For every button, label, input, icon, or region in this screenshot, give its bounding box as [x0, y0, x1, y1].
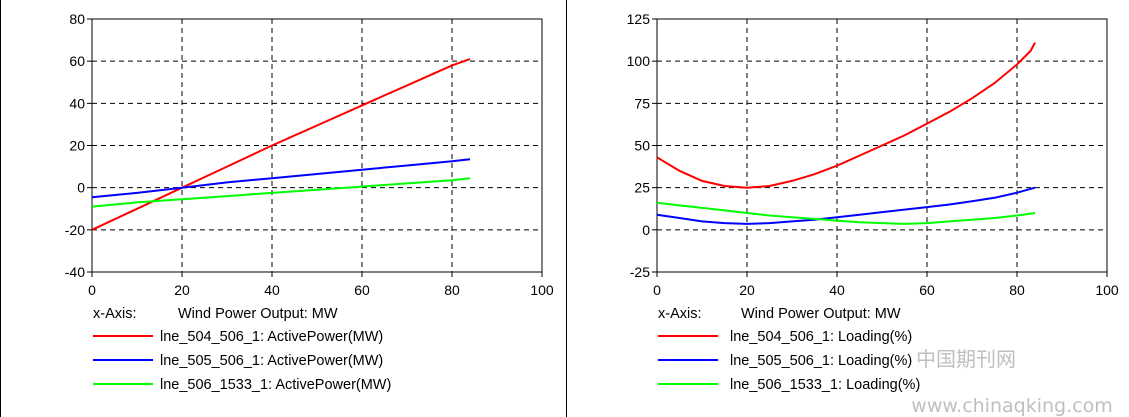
legend-entry-2: lne_505_506_1: Loading(%): [730, 353, 912, 369]
legend-entry-1: lne_504_506_1: Loading(%): [730, 329, 912, 345]
y-tick-label: 40: [69, 95, 85, 111]
series-line-3: [656, 201, 1036, 225]
y-tick-label: -25: [630, 264, 650, 280]
series-line-3: [91, 177, 471, 208]
y-tick-label: 100: [627, 53, 651, 69]
series-line-1: [656, 42, 1036, 189]
x-axis-label: Wind Power Output: MW: [741, 306, 901, 322]
x-tick-label: 20: [174, 282, 190, 298]
series-line-2: [91, 158, 471, 199]
legend-entry-2: lne_505_506_1: ActivePower(MW): [160, 353, 383, 369]
x-tick-label: 100: [1095, 282, 1119, 298]
y-tick-label: 0: [642, 222, 650, 238]
y-tick-label: 80: [69, 11, 85, 27]
legend-entry-3: lne_506_1533_1: ActivePower(MW): [160, 377, 391, 393]
x-axis-prefix: x-Axis:: [93, 306, 137, 322]
y-tick-label: -40: [65, 264, 85, 280]
x-axis-label: Wind Power Output: MW: [178, 306, 338, 322]
x-tick-label: 80: [1009, 282, 1025, 298]
watermark-url: www.chinaqking.com: [911, 395, 1112, 417]
x-tick-label: 0: [88, 282, 96, 298]
legend-entry-3: lne_506_1533_1: Loading(%): [730, 377, 920, 393]
x-tick-label: 80: [444, 282, 460, 298]
x-tick-label: 20: [739, 282, 755, 298]
left-chart-active-power: 0 20 40 60 80 100 -40 -20 0 20 40 60 80 x-Axis: Wind P…: [65, 11, 554, 393]
y-tick-label: 75: [634, 95, 650, 111]
x-tick-label: 40: [264, 282, 280, 298]
x-tick-label: 40: [829, 282, 845, 298]
x-tick-label: 60: [919, 282, 935, 298]
x-tick-label: 0: [653, 282, 661, 298]
y-tick-label: 50: [634, 138, 650, 154]
x-tick-label: 60: [354, 282, 370, 298]
y-tick-label: 25: [634, 180, 650, 196]
x-tick-label: 100: [530, 282, 554, 298]
series-line-2: [656, 186, 1036, 225]
legend-entry-1: lne_504_506_1: ActivePower(MW): [160, 329, 383, 345]
watermark-chinese: 中国期刊网: [916, 347, 1016, 371]
y-tick-label: 0: [77, 180, 85, 196]
y-tick-label: 20: [69, 138, 85, 154]
series-line-1: [91, 58, 471, 231]
y-tick-label: 60: [69, 53, 85, 69]
y-tick-label: 125: [627, 11, 651, 27]
x-axis-prefix: x-Axis:: [658, 306, 702, 322]
y-tick-label: -20: [65, 222, 85, 238]
